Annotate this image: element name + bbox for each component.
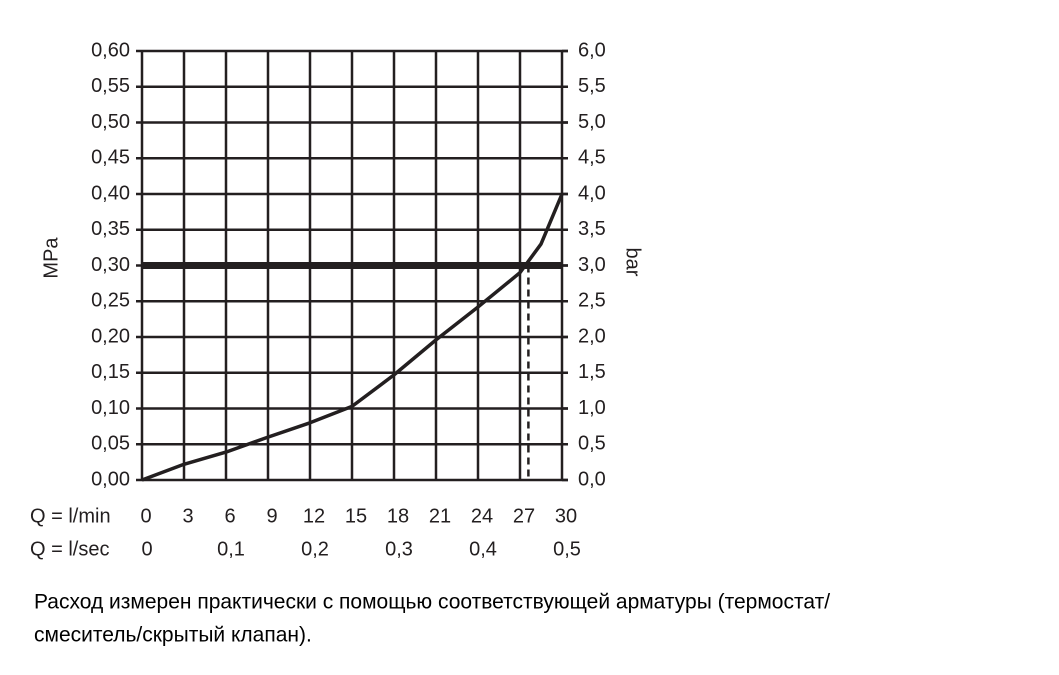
x2-tick-label: 0,2	[301, 538, 329, 560]
y-tick-label: 0,50	[91, 111, 130, 133]
y-tick-label: 0,60	[91, 39, 130, 61]
y-tick-label: 0,25	[91, 290, 130, 312]
y-tick-label: 0,45	[91, 147, 130, 169]
y2-tick-label: 5,0	[578, 111, 606, 133]
x2-tick-label: 0,1	[217, 538, 245, 560]
caption: смеситель/скрытый клапан).	[34, 624, 312, 647]
y2-tick-label: 4,0	[578, 182, 606, 204]
x2-tick-label: 0,3	[385, 538, 413, 560]
x-tick-label: 27	[513, 505, 535, 527]
x-axis-title: Q = l/min	[30, 505, 111, 527]
y2-tick-label: 3,0	[578, 254, 606, 276]
y-tick-label: 0,35	[91, 218, 130, 240]
y-tick-label: 0,00	[91, 468, 130, 490]
x-tick-label: 0	[140, 505, 151, 527]
x-tick-label: 30	[555, 505, 577, 527]
x-tick-label: 21	[429, 505, 451, 527]
y2-tick-label: 2,5	[578, 290, 606, 312]
x2-tick-label: 0,5	[553, 538, 581, 560]
y2-tick-label: 1,5	[578, 361, 606, 383]
x2-tick-label: 0,4	[469, 538, 497, 560]
y-tick-label: 0,55	[91, 75, 130, 97]
y-tick-label: 0,15	[91, 361, 130, 383]
y-tick-label: 0,10	[91, 397, 130, 419]
y2-axis-title: bar	[622, 248, 644, 277]
y-tick-label: 0,05	[91, 433, 130, 455]
x-tick-label: 12	[303, 505, 325, 527]
y2-tick-label: 3,5	[578, 218, 606, 240]
y2-tick-label: 0,5	[578, 433, 606, 455]
x-tick-label: 6	[224, 505, 235, 527]
x-tick-label: 18	[387, 505, 409, 527]
y2-tick-label: 0,0	[578, 468, 606, 490]
y2-tick-label: 5,5	[578, 75, 606, 97]
curve	[141, 193, 564, 482]
y-tick-label: 0,20	[91, 325, 130, 347]
y-tick-label: 0,40	[91, 182, 130, 204]
y2-tick-label: 4,5	[578, 147, 606, 169]
y2-tick-label: 2,0	[578, 325, 606, 347]
x-tick-label: 15	[345, 505, 367, 527]
y2-tick-label: 1,0	[578, 397, 606, 419]
x2-tick-label: 0	[141, 538, 152, 560]
caption: Расход измерен практически с помощью соо…	[34, 591, 830, 614]
x-tick-label: 9	[266, 505, 277, 527]
y2-tick-label: 6,0	[578, 39, 606, 61]
x-tick-label: 24	[471, 505, 493, 527]
x2-axis-title: Q = l/sec	[30, 538, 109, 560]
y-tick-label: 0,30	[91, 254, 130, 276]
x-tick-label: 3	[182, 505, 193, 527]
y-axis-title: MPa	[40, 237, 62, 279]
